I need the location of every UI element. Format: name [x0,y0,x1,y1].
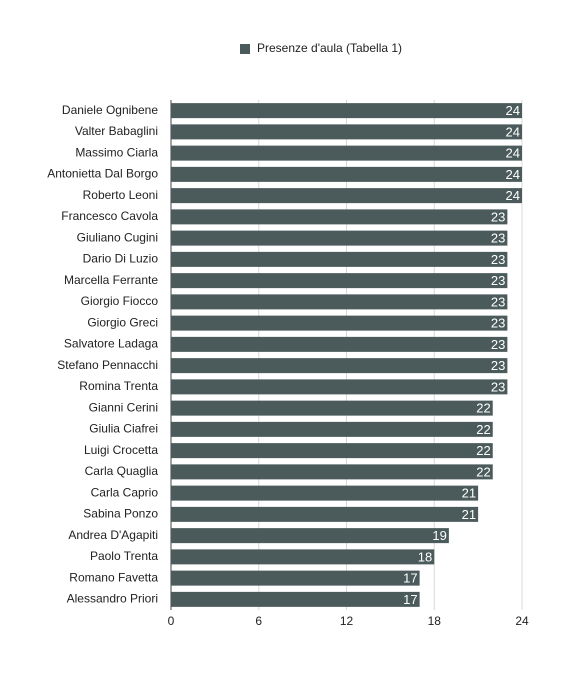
value-label: 23 [491,273,505,288]
value-label: 23 [491,294,505,309]
bar [171,528,449,544]
value-label: 22 [476,464,490,479]
x-tick-label: 0 [168,614,175,628]
bar [171,506,479,522]
y-tick-label: Sabina Ponzo [83,507,158,521]
y-tick-label: Giorgio Fiocco [81,294,159,308]
bar [171,294,508,310]
y-tick-label: Andrea D'Agapiti [68,528,158,542]
bar [171,188,522,204]
y-tick-label: Roberto Leoni [83,188,158,202]
value-label: 24 [506,124,520,139]
value-label: 22 [476,422,490,437]
y-tick-label: Francesco Cavola [61,209,158,223]
bar [171,251,508,267]
y-tick-label: Dario Di Luzio [83,252,159,266]
value-label: 18 [418,549,432,564]
value-label: 24 [506,103,520,118]
value-label: 24 [506,188,520,203]
y-tick-label: Giuliano Cugini [77,230,158,244]
y-tick-label: Carla Caprio [91,485,159,499]
bar [171,103,522,119]
value-label: 23 [491,252,505,267]
bar [171,124,522,140]
y-tick-label: Valter Babaglini [75,124,158,138]
x-tick-label: 24 [515,614,529,628]
bar [171,591,420,607]
bar [171,166,522,182]
value-label: 23 [491,231,505,246]
y-tick-label: Antonietta Dal Borgo [47,167,158,181]
value-label: 17 [403,571,417,586]
value-label: 22 [476,401,490,416]
value-label: 21 [462,507,476,522]
y-tick-label: Salvatore Ladaga [64,337,158,351]
bar [171,549,435,565]
value-label: 23 [491,358,505,373]
value-label: 22 [476,443,490,458]
bar [171,570,420,586]
bar [171,379,508,395]
value-label: 24 [506,167,520,182]
y-tick-label: Carla Quaglia [85,464,159,478]
y-tick-label: Alessandro Priori [67,592,158,606]
y-tick-label: Romano Favetta [69,570,158,584]
y-tick-label: Gianni Cerini [89,400,158,414]
x-tick-label: 18 [428,614,442,628]
bar [171,421,493,437]
value-label: 23 [491,337,505,352]
bar [171,273,508,289]
y-tick-label: Giorgio Greci [87,315,158,329]
legend-label: Presenze d'aula (Tabella 1) [257,41,402,55]
value-label: 23 [491,209,505,224]
value-label: 23 [491,316,505,331]
value-label: 21 [462,486,476,501]
y-tick-label: Massimo Ciarla [75,145,158,159]
bar [171,464,493,480]
legend-swatch [240,44,250,54]
bar [171,358,508,374]
bar [171,443,493,459]
bar [171,485,479,501]
bar [171,145,522,161]
bar [171,209,508,225]
bar [171,400,493,416]
value-label: 23 [491,379,505,394]
value-label: 17 [403,592,417,607]
y-tick-label: Stefano Pennacchi [57,358,158,372]
x-tick-label: 12 [340,614,354,628]
x-tick-label: 6 [255,614,262,628]
bar [171,315,508,331]
bar [171,230,508,246]
y-tick-label: Daniele Ognibene [62,103,158,117]
y-tick-label: Luigi Crocetta [84,443,158,457]
y-tick-label: Romina Trenta [79,379,158,393]
y-tick-label: Giulia Ciafrei [89,422,158,436]
bar [171,336,508,352]
y-tick-label: Paolo Trenta [90,549,158,563]
value-label: 24 [506,146,520,161]
y-tick-label: Marcella Ferrante [64,273,158,287]
value-label: 19 [432,528,446,543]
